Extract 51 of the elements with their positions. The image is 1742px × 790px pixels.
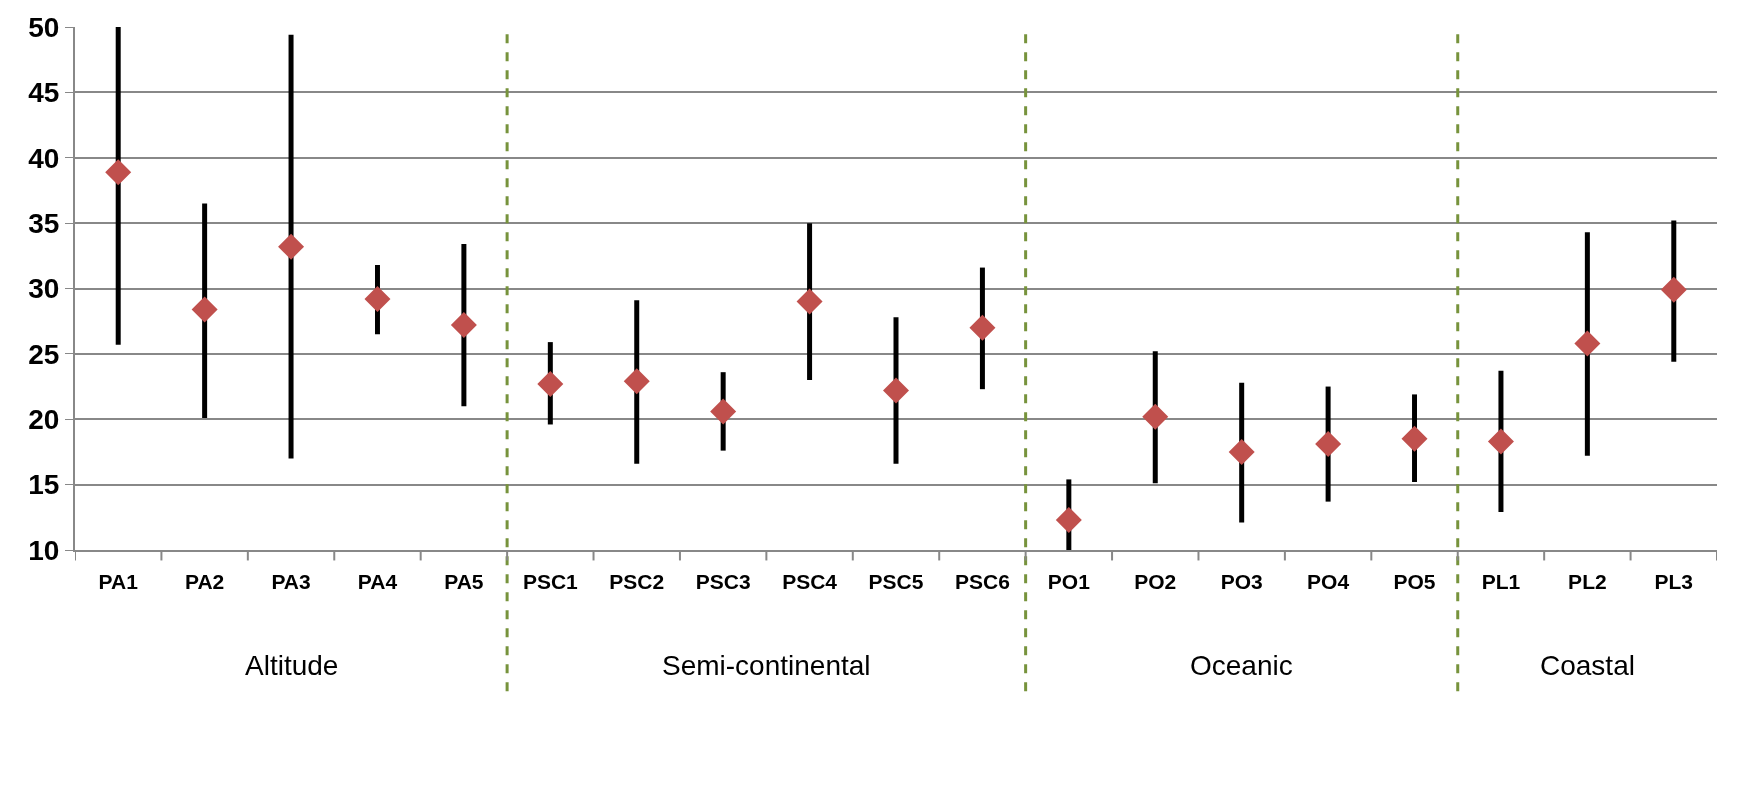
point	[364, 285, 391, 312]
x-tick-label: PA2	[184, 570, 225, 594]
point	[1315, 431, 1342, 458]
x-tick-label: PO5	[1393, 570, 1436, 594]
point	[969, 314, 996, 341]
x-tick-label: PSC2	[609, 570, 665, 594]
text: Altitude	[245, 650, 339, 681]
x-tick-label: PA1	[98, 570, 139, 594]
x-tick-label: PA4	[357, 570, 398, 594]
x-tick-label: PO2	[1134, 570, 1177, 594]
text: Coastal	[1540, 650, 1635, 681]
point	[623, 368, 650, 395]
point	[1660, 276, 1687, 303]
point	[1574, 330, 1601, 357]
x-tick-label: PL2	[1568, 570, 1607, 594]
point	[883, 377, 909, 404]
point	[1142, 403, 1169, 430]
y-tick-label: 45	[28, 77, 60, 109]
point	[1401, 425, 1428, 452]
point	[710, 398, 737, 425]
point	[191, 296, 218, 323]
y-tick-label: 30	[28, 273, 60, 305]
x-tick-label: PSC5	[868, 570, 924, 594]
y-tick-label: 15	[28, 469, 60, 501]
y-tick-label: 50	[28, 11, 60, 43]
text: Semi-continental	[662, 650, 871, 681]
x-tick-label: PL3	[1654, 570, 1694, 594]
y-tick-label: 40	[28, 142, 60, 174]
point	[537, 370, 564, 397]
x-tick-label: PSC4	[782, 570, 838, 594]
x-tick-label: PA3	[271, 570, 311, 594]
point	[1487, 428, 1514, 455]
point	[105, 159, 132, 186]
x-tick-label: PO4	[1307, 570, 1350, 594]
point	[796, 288, 823, 315]
x-tick-label: PSC3	[695, 570, 751, 594]
y-tick-label: 25	[28, 338, 60, 370]
x-tick-label: PL1	[1481, 570, 1521, 594]
point	[1055, 506, 1082, 533]
text: Oceanic	[1190, 650, 1293, 681]
y-tick-label: 10	[28, 534, 60, 566]
point	[1228, 438, 1255, 465]
x-tick-label: PSC6	[954, 570, 1010, 594]
point	[278, 233, 305, 260]
y-tick-label: 35	[28, 207, 60, 239]
x-tick-label: PO1	[1047, 570, 1091, 594]
point	[450, 312, 477, 339]
x-tick-label: PO3	[1220, 570, 1263, 594]
x-tick-label: PSC1	[522, 570, 579, 594]
y-tick-label: 20	[28, 404, 60, 436]
x-tick-label: PA5	[444, 570, 484, 594]
